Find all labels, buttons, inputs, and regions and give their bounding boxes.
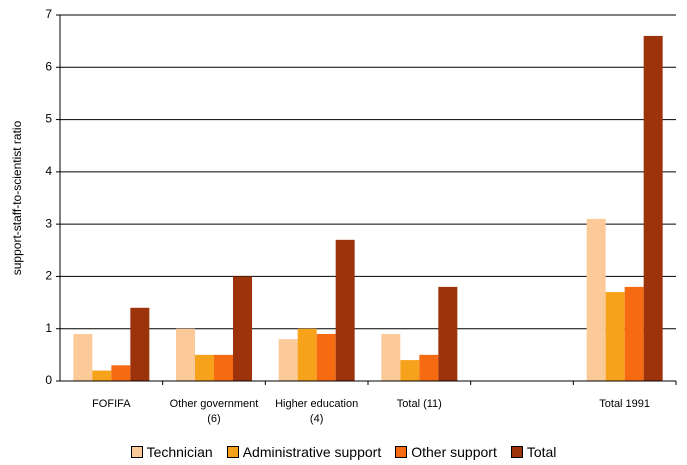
bar (400, 360, 420, 381)
bar (176, 328, 195, 381)
legend-item: Other support (395, 444, 497, 460)
bar (605, 292, 625, 381)
bar (195, 354, 214, 381)
legend-label: Other support (411, 444, 497, 460)
bar (335, 239, 355, 381)
legend: Technician Administrative support Other su… (0, 444, 687, 460)
bar (316, 333, 336, 381)
legend-item: Total (510, 444, 557, 460)
bar (130, 307, 150, 381)
y-tick-label: 1 (45, 321, 52, 335)
y-tick-label: 2 (45, 269, 52, 283)
bar (92, 370, 112, 381)
y-tick-label: 6 (45, 59, 52, 73)
x-tick-label: Total (11) (396, 398, 442, 410)
legend-item: Administrative support (226, 444, 382, 460)
y-tick-label: 4 (45, 164, 52, 178)
x-tick-label: Other government (6) (169, 398, 259, 425)
bar (586, 218, 606, 381)
legend-swatch (130, 446, 143, 458)
y-tick-label: 5 (45, 112, 52, 126)
legend-item: Technician (130, 444, 213, 460)
bar (297, 328, 317, 381)
legend-swatch (226, 446, 239, 458)
y-tick-label: 0 (45, 373, 52, 387)
legend-label: Total (526, 444, 557, 460)
y-axis-title: support-staff-to-scientist ratio (10, 120, 24, 275)
bar (624, 286, 644, 381)
bar (111, 365, 131, 381)
y-tick-label: 7 (45, 7, 52, 21)
bar (438, 286, 458, 381)
x-tick-label: FOFIFA (92, 398, 131, 410)
y-tick-label: 3 (45, 216, 52, 230)
legend-label: Technician (146, 444, 213, 460)
legend-swatch (510, 446, 523, 458)
bar (643, 35, 663, 382)
x-tick-label: Higher education (4) (275, 398, 359, 425)
legend-label: Administrative support (242, 444, 382, 460)
bar (381, 333, 401, 381)
bar (419, 354, 439, 381)
bar (73, 333, 93, 381)
bar (214, 354, 233, 381)
bar (278, 339, 298, 381)
bar (233, 276, 252, 381)
legend-swatch (395, 446, 408, 458)
x-tick-label: Total 1991 (599, 398, 651, 410)
